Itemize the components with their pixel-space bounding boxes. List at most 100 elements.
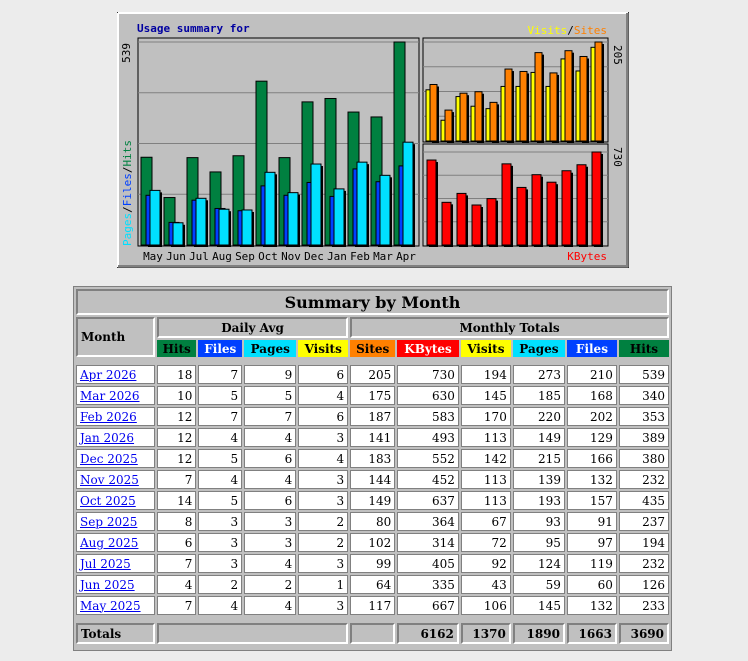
total-value-cell: 141 bbox=[350, 428, 396, 447]
table-title: Summary by Month bbox=[76, 289, 669, 315]
daily-value-cell: 6 bbox=[244, 449, 297, 468]
table-row: Jun 2025 4 2 2 1 64 335 43 59 60 126 bbox=[76, 575, 669, 594]
total-value-cell: 72 bbox=[460, 533, 511, 552]
total-visits: 1370 bbox=[460, 623, 511, 644]
total-value-cell: 335 bbox=[397, 575, 459, 594]
kbytes-bar bbox=[531, 174, 542, 246]
total-visits-header: Visits bbox=[460, 340, 511, 357]
x-axis-label: Apr bbox=[396, 250, 416, 263]
month-link[interactable]: Aug 2025 bbox=[80, 535, 139, 550]
daily-value-cell: 7 bbox=[156, 596, 197, 615]
total-value-cell: 119 bbox=[566, 554, 617, 573]
daily-value-cell: 2 bbox=[198, 575, 243, 594]
daily-value-cell: 12 bbox=[156, 449, 197, 468]
pages-bar bbox=[149, 189, 161, 246]
daily-value-cell: 4 bbox=[198, 596, 243, 615]
total-kbytes-header: KBytes bbox=[397, 340, 459, 357]
total-pages: 1890 bbox=[512, 623, 565, 644]
month-link[interactable]: Nov 2025 bbox=[80, 472, 139, 487]
sites-bar bbox=[489, 101, 498, 142]
top-right-axis-max-label: 205 bbox=[611, 45, 624, 65]
daily-value-cell: 3 bbox=[298, 554, 349, 573]
table-row: Apr 2026 18 7 9 6 205 730 194 273 210 539 bbox=[76, 365, 669, 384]
total-value-cell: 353 bbox=[618, 407, 669, 426]
total-files: 1663 bbox=[566, 623, 617, 644]
total-value-cell: 64 bbox=[350, 575, 396, 594]
chart-title: Usage summary for bbox=[137, 22, 250, 35]
total-value-cell: 187 bbox=[350, 407, 396, 426]
total-value-cell: 99 bbox=[350, 554, 396, 573]
total-value-cell: 126 bbox=[618, 575, 669, 594]
daily-value-cell: 5 bbox=[198, 449, 243, 468]
total-value-cell: 273 bbox=[512, 365, 565, 384]
monthly-totals-header: Monthly Totals bbox=[350, 317, 669, 338]
month-link[interactable]: May 2025 bbox=[80, 598, 141, 613]
legend-sites: Sites bbox=[574, 24, 607, 37]
daily-value-cell: 4 bbox=[244, 428, 297, 447]
daily-value-cell: 4 bbox=[156, 575, 197, 594]
table-row: Nov 2025 7 4 4 3 144 452 113 139 132 232 bbox=[76, 470, 669, 489]
pages-bar bbox=[310, 163, 322, 246]
total-value-cell: 552 bbox=[397, 449, 459, 468]
kbytes-bar bbox=[516, 186, 527, 246]
total-value-cell: 220 bbox=[512, 407, 565, 426]
table-row: Aug 2025 6 3 3 2 102 314 72 95 97 194 bbox=[76, 533, 669, 552]
total-value-cell: 232 bbox=[618, 554, 669, 573]
total-value-cell: 340 bbox=[618, 386, 669, 405]
daily-value-cell: 3 bbox=[244, 512, 297, 531]
month-link[interactable]: Oct 2025 bbox=[80, 493, 136, 508]
daily-value-cell: 14 bbox=[156, 491, 197, 510]
daily-value-cell: 6 bbox=[298, 407, 349, 426]
total-value-cell: 142 bbox=[460, 449, 511, 468]
month-link[interactable]: Feb 2026 bbox=[80, 409, 137, 424]
legend-hits: Hits bbox=[121, 140, 134, 167]
x-axis-label: Mar bbox=[373, 250, 393, 263]
legend-files: Files bbox=[121, 173, 134, 206]
x-axis-label: Jul bbox=[189, 250, 209, 263]
total-value-cell: 132 bbox=[566, 596, 617, 615]
month-column-header: Month bbox=[76, 317, 155, 357]
daily-value-cell: 6 bbox=[298, 365, 349, 384]
total-value-cell: 113 bbox=[460, 428, 511, 447]
total-value-cell: 389 bbox=[618, 428, 669, 447]
total-value-cell: 583 bbox=[397, 407, 459, 426]
total-value-cell: 166 bbox=[566, 449, 617, 468]
month-link[interactable]: Jul 2025 bbox=[80, 556, 131, 571]
kbytes-bar bbox=[441, 201, 452, 246]
legend-sep: / bbox=[121, 206, 134, 213]
kbytes-bar bbox=[456, 192, 467, 246]
top-right-legend: Visits/Sites bbox=[528, 24, 608, 37]
sites-bar bbox=[429, 83, 438, 142]
total-value-cell: 80 bbox=[350, 512, 396, 531]
total-value-cell: 667 bbox=[397, 596, 459, 615]
pages-bar bbox=[287, 192, 299, 246]
daily-value-cell: 18 bbox=[156, 365, 197, 384]
total-pages-header: Pages bbox=[512, 340, 565, 357]
sites-bar bbox=[549, 72, 558, 142]
legend-visits: Visits bbox=[528, 24, 568, 37]
daily-value-cell: 10 bbox=[156, 386, 197, 405]
total-value-cell: 185 bbox=[512, 386, 565, 405]
total-value-cell: 314 bbox=[397, 533, 459, 552]
pages-bar bbox=[264, 171, 276, 246]
totals-label: Totals bbox=[76, 623, 155, 644]
daily-value-cell: 2 bbox=[244, 575, 297, 594]
kbytes-bar bbox=[426, 159, 437, 246]
month-link[interactable]: Dec 2025 bbox=[80, 451, 138, 466]
total-value-cell: 170 bbox=[460, 407, 511, 426]
month-link[interactable]: Apr 2026 bbox=[80, 367, 137, 382]
daily-value-cell: 5 bbox=[198, 491, 243, 510]
total-value-cell: 149 bbox=[512, 428, 565, 447]
daily-value-cell: 2 bbox=[298, 533, 349, 552]
total-value-cell: 157 bbox=[566, 491, 617, 510]
month-link[interactable]: Sep 2025 bbox=[80, 514, 138, 529]
month-link[interactable]: Mar 2026 bbox=[80, 388, 140, 403]
total-kbytes: 6162 bbox=[397, 623, 459, 644]
daily-value-cell: 7 bbox=[198, 407, 243, 426]
month-link[interactable]: Jun 2025 bbox=[80, 577, 135, 592]
total-value-cell: 233 bbox=[618, 596, 669, 615]
daily-pages-header: Pages bbox=[244, 340, 297, 357]
month-link[interactable]: Jan 2026 bbox=[80, 430, 135, 445]
daily-value-cell: 3 bbox=[198, 533, 243, 552]
total-value-cell: 117 bbox=[350, 596, 396, 615]
